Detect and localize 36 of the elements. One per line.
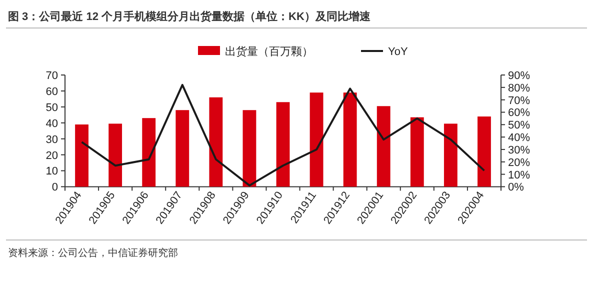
y-tick-label: 10 [46, 166, 58, 178]
bar [276, 102, 290, 187]
y2-tick-label: 30% [508, 144, 530, 156]
y2-tick-label: 50% [508, 120, 530, 132]
bar [209, 97, 223, 187]
y2-tick-label: 90% [508, 70, 530, 82]
line-series [80, 84, 486, 186]
bar [444, 124, 458, 187]
y-tick-label: 50 [46, 102, 58, 114]
y-tick-label: 40 [46, 118, 58, 130]
legend-label: 出货量（百万颗） [225, 45, 313, 58]
bar [176, 110, 190, 187]
bar [142, 118, 156, 187]
y2-tick-label: 20% [508, 156, 530, 169]
y-tick-label: 20 [46, 150, 58, 162]
y2-tick-label: 80% [508, 82, 530, 94]
bar [343, 92, 357, 187]
bar [376, 106, 390, 187]
chart-title: 图 3：公司最近 12 个月手机模组分月出货量数据（单位：KK）及同比增速 [8, 10, 372, 23]
y-tick-label: 30 [46, 134, 58, 146]
y-tick-label: 70 [46, 70, 58, 82]
bar [75, 124, 88, 187]
bar [410, 117, 424, 187]
legend-label: YoY [388, 46, 408, 58]
y-tick-label: 0 [52, 182, 58, 194]
y2-tick-label: 0% [508, 182, 524, 194]
bar [108, 124, 122, 187]
y2-tick-label: 70% [508, 94, 530, 107]
bar [478, 116, 491, 187]
y2-tick-label: 60% [508, 107, 530, 120]
y-tick-label: 60 [46, 86, 58, 98]
y2-tick-label: 10% [508, 169, 530, 182]
bar [242, 110, 256, 187]
bar [310, 92, 324, 187]
y2-tick-label: 40% [508, 132, 530, 144]
text: 资料来源：公司公告，中信证券研究部 [8, 247, 178, 259]
